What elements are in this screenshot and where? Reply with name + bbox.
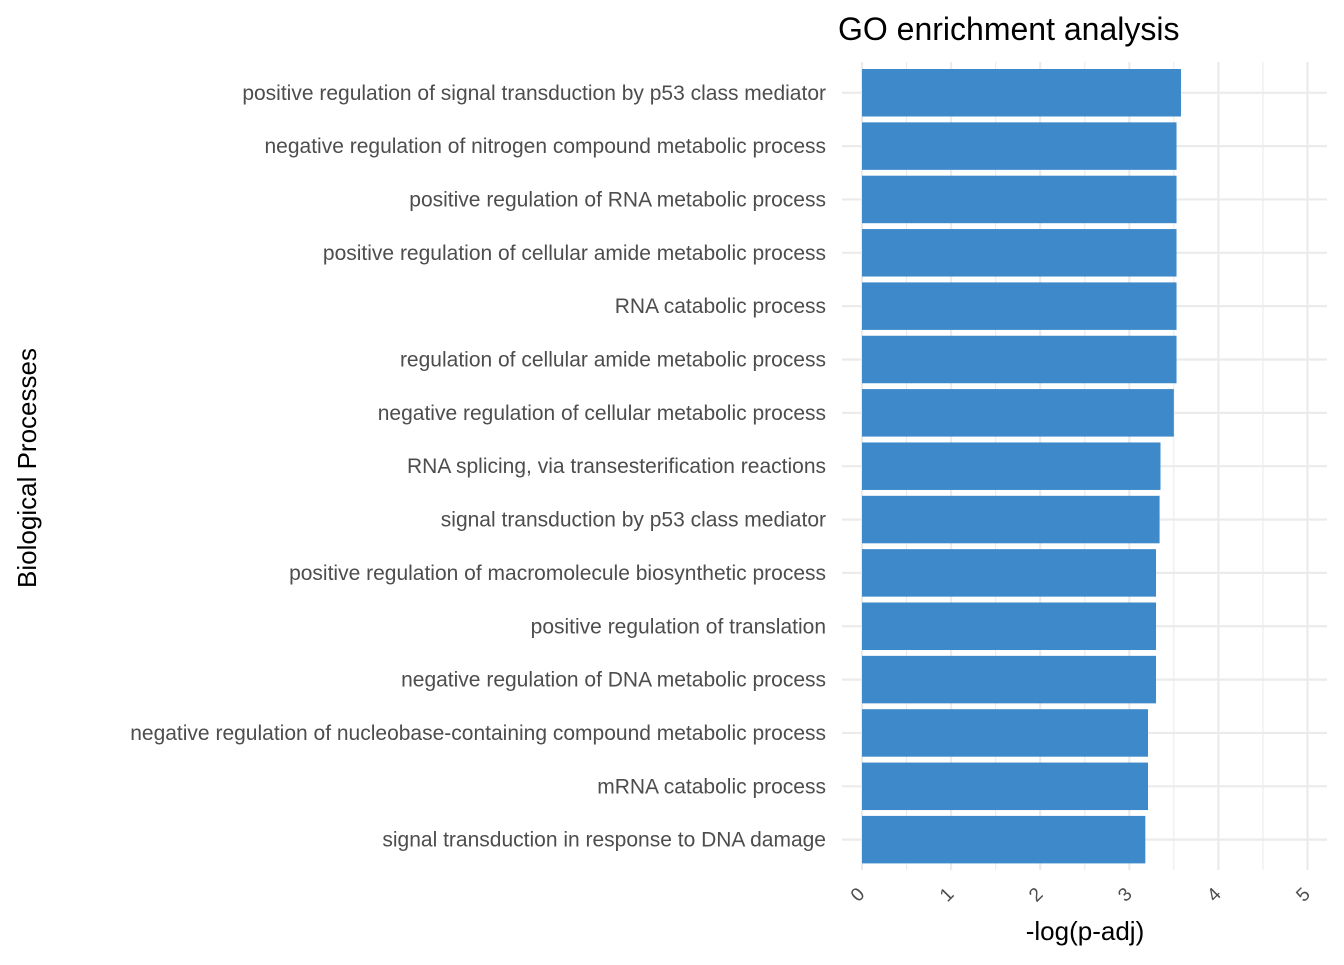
category-label: RNA catabolic process [615, 295, 826, 318]
category-label: mRNA catabolic process [597, 775, 826, 798]
category-label: positive regulation of translation [531, 615, 826, 638]
category-label: signal transduction in response to DNA d… [382, 829, 826, 852]
bar [862, 495, 1160, 544]
y-axis-title: Biological Processes [12, 348, 42, 588]
bar [862, 709, 1149, 757]
bar [862, 122, 1177, 170]
category-label: RNA splicing, via transesterification re… [407, 455, 826, 478]
category-labels: positive regulation of signal transducti… [130, 82, 826, 852]
category-label: negative regulation of cellular metaboli… [378, 402, 826, 425]
category-label: negative regulation of nucleobase-contai… [130, 722, 826, 745]
x-tick-label: 3 [1114, 884, 1136, 906]
category-label: negative regulation of nitrogen compound… [264, 135, 826, 158]
bar [862, 335, 1177, 384]
x-tick-label: 5 [1292, 884, 1314, 906]
bar [862, 442, 1161, 490]
category-label: negative regulation of DNA metabolic pro… [401, 669, 826, 692]
x-tick-label: 2 [1025, 884, 1047, 906]
category-label: regulation of cellular amide metabolic p… [400, 349, 826, 372]
bar [862, 229, 1177, 277]
bar [862, 815, 1146, 864]
x-axis-title: -log(p-adj) [1026, 916, 1145, 946]
bar [862, 762, 1149, 811]
bar [862, 655, 1157, 704]
chart-title: GO enrichment analysis [838, 11, 1179, 47]
x-tick-label: 4 [1203, 884, 1226, 907]
category-label: positive regulation of cellular amide me… [323, 242, 826, 265]
bar [862, 389, 1174, 437]
x-tick-label: 0 [847, 884, 869, 906]
category-label: positive regulation of macromolecule bio… [289, 562, 826, 585]
bar [862, 69, 1181, 117]
category-label: positive regulation of RNA metabolic pro… [409, 188, 826, 211]
x-tick-label: 1 [936, 884, 958, 906]
bar [862, 602, 1157, 650]
bar [862, 175, 1177, 224]
category-label: signal transduction by p53 class mediato… [441, 509, 826, 532]
bar [862, 549, 1157, 597]
bar-layer [862, 69, 1181, 864]
category-label: positive regulation of signal transducti… [242, 82, 826, 105]
bar [862, 282, 1177, 330]
x-tick-labels: 0 1 2 3 4 5 [847, 884, 1315, 907]
